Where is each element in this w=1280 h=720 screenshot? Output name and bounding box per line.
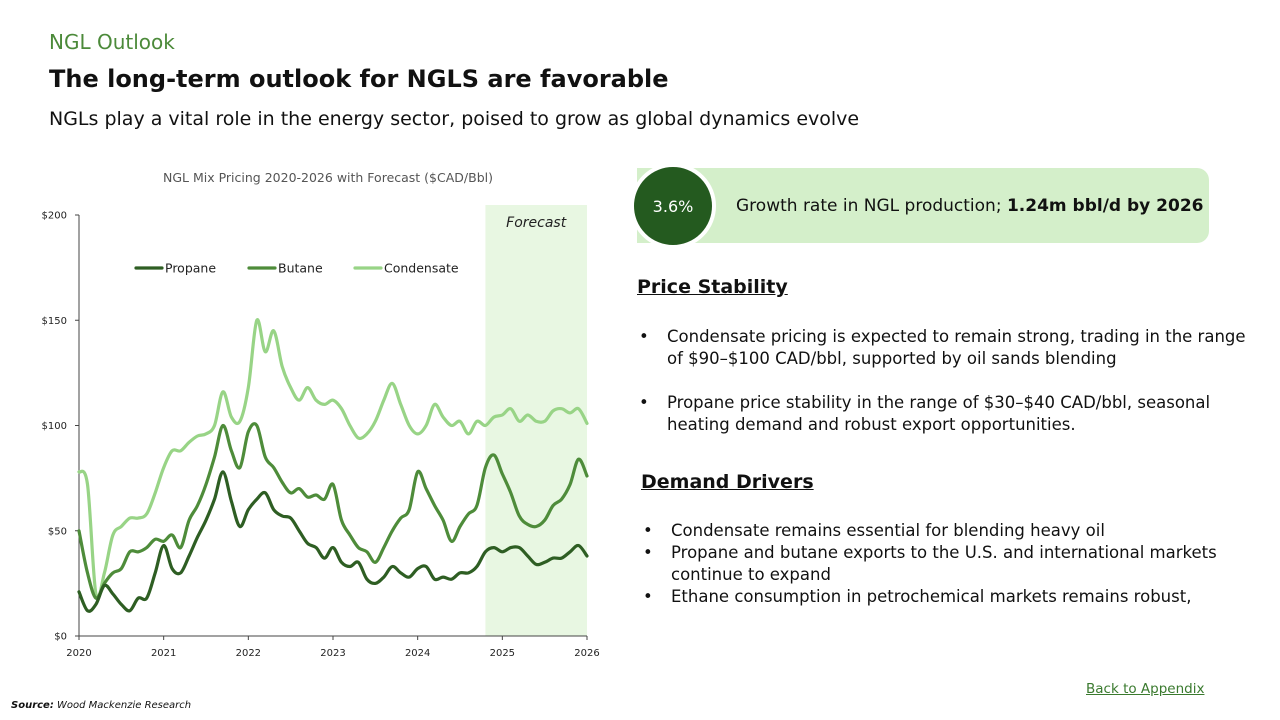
x-tick-label: 2020 — [66, 648, 91, 659]
page-subtitle: NGLs play a vital role in the energy sec… — [49, 108, 860, 130]
list-item: Condensate remains essential for blendin… — [641, 520, 1231, 542]
x-tick-label: 2021 — [151, 648, 176, 659]
demand-drivers-heading: Demand Drivers — [641, 471, 814, 493]
kpi-banner — [637, 168, 1209, 243]
kpi-value-circle: 3.6% — [630, 163, 716, 249]
kpi-text: Growth rate in NGL production; 1.24m bbl… — [736, 196, 1204, 216]
price-stability-heading: Price Stability — [637, 276, 788, 298]
x-tick-label: 2023 — [320, 648, 345, 659]
x-tick-label: 2026 — [574, 648, 599, 659]
list-item: Condensate pricing is expected to remain… — [637, 326, 1252, 370]
chart-series — [77, 318, 589, 613]
chart-axes: $0 $50 $100 $150 $200 2020 2021 2022 2023 2024 202… — [42, 211, 600, 660]
y-tick-label: $100 — [42, 421, 67, 432]
page-title: The long-term outlook for NGLS are favor… — [49, 65, 669, 93]
legend-label-propane: Propane — [165, 261, 216, 276]
demand-drivers-list: Condensate remains essential for blendin… — [641, 520, 1231, 608]
price-stability-list: Condensate pricing is expected to remain… — [637, 326, 1252, 458]
ngl-pricing-chart: Forecast NGL Mix Pricing 2020-2026 with … — [42, 170, 600, 660]
legend-label-condensate: Condensate — [384, 261, 459, 276]
x-tick-label: 2025 — [490, 648, 515, 659]
series-line-propane — [77, 470, 589, 613]
back-to-appendix-link[interactable]: Back to Appendix — [1086, 681, 1205, 697]
source-label: Source: — [11, 700, 54, 711]
chart-legend: Propane Butane Condensate — [134, 261, 459, 276]
chart-title: NGL Mix Pricing 2020-2026 with Forecast … — [163, 170, 493, 185]
y-tick-label: $0 — [54, 632, 67, 643]
x-tick-label: 2024 — [405, 648, 430, 659]
y-tick-label: $50 — [48, 526, 67, 537]
source-text: Wood Mackenzie Research — [53, 700, 192, 711]
forecast-label: Forecast — [506, 215, 567, 231]
y-tick-label: $150 — [42, 316, 67, 327]
list-item: Ethane consumption in petrochemical mark… — [641, 586, 1231, 608]
series-line-butane — [77, 422, 589, 600]
kpi-description: Growth rate in NGL production; — [736, 196, 1007, 216]
section-label: NGL Outlook — [49, 30, 175, 54]
kpi-highlight: 1.24m bbl/d by 2026 — [1006, 196, 1204, 216]
series-line-condensate — [77, 318, 589, 600]
list-item: Propane price stability in the range of … — [637, 392, 1252, 436]
kpi-value: 3.6% — [652, 196, 694, 216]
x-tick-label: 2022 — [236, 648, 261, 659]
source-note: Source: Wood Mackenzie Research — [11, 700, 191, 711]
y-tick-label: $200 — [42, 211, 67, 222]
legend-label-butane: Butane — [278, 261, 323, 276]
list-item: Propane and butane exports to the U.S. a… — [641, 542, 1231, 586]
